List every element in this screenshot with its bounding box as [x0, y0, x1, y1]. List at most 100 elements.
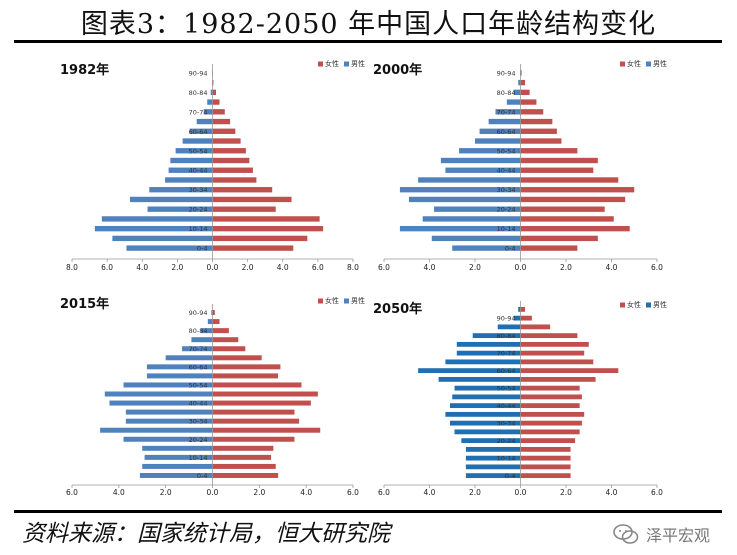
male-bar-10-14: [399, 225, 521, 232]
male-bar-55-59: [475, 138, 521, 144]
male-bar-55-59: [438, 376, 521, 382]
female-bar-15-19: [212, 216, 320, 222]
age-label-70-74: 70-74: [189, 345, 208, 353]
male-bar-50-54: [454, 385, 521, 391]
female-bar-10-14: [212, 454, 272, 460]
age-label-70-74: 70-74: [497, 108, 516, 116]
male-bar-10-14: [465, 455, 521, 461]
x-tick-label-1: 4.0: [424, 488, 436, 497]
female-bar-50-54: [212, 382, 302, 388]
x-tick-label-4: 0.0: [207, 263, 219, 272]
age-label-60-64: 60-64: [497, 128, 516, 136]
x-tick-label-3: 0.0: [207, 488, 219, 497]
female-bar-55-59: [520, 376, 596, 382]
chart-title: 1982年: [60, 62, 109, 78]
source-note: 资料来源：国家统计局，恒大研究院: [22, 521, 390, 547]
female-bar-35-39: [212, 409, 295, 415]
male-bar-80-84: [513, 89, 521, 96]
x-tick-label-1: 6.0: [101, 263, 113, 272]
age-label-50-54: 50-54: [189, 147, 208, 155]
age-label-90-94: 90-94: [189, 309, 208, 317]
female-bar-60-64: [520, 368, 619, 374]
age-label-30-34: 30-34: [189, 418, 208, 426]
male-bar-30-34: [449, 420, 521, 426]
male-bar-90-94: [513, 315, 521, 321]
female-bar-70-74: [520, 350, 585, 356]
x-tick-label-4: 2.0: [560, 488, 572, 497]
female-bar-0-4: [520, 245, 578, 251]
male-bar-55-59: [182, 138, 213, 144]
x-tick-label-7: 6.0: [312, 263, 324, 272]
age-label-70-74: 70-74: [497, 350, 516, 358]
legend-male-swatch: [344, 298, 349, 304]
age-label-50-54: 50-54: [189, 381, 208, 389]
male-bar-40-44: [449, 403, 521, 409]
age-label-80-84: 80-84: [189, 327, 208, 335]
wechat-icon: [613, 524, 639, 544]
female-bar-20-24: [212, 436, 295, 442]
x-tick-label-3: 0.0: [515, 488, 527, 497]
male-bar-60-64: [418, 368, 521, 374]
female-bar-50-54: [212, 148, 246, 154]
female-bar-60-64: [212, 364, 281, 370]
age-label-10-14: 10-14: [497, 225, 516, 233]
legend-male-label: 男性: [653, 59, 667, 68]
female-bar-30-34: [520, 187, 635, 193]
male-bar-45-49: [170, 157, 213, 164]
female-bar-65-69: [212, 118, 231, 125]
age-label-80-84: 80-84: [497, 89, 516, 97]
age-label-20-24: 20-24: [189, 206, 208, 214]
pyramid-chart-1: 0-4 10-14 20-24 30-34 40-44 50-54 60-64 70-74 80…: [60, 59, 365, 272]
male-bar-90-94: [211, 310, 213, 316]
x-tick-label-3: 0.0: [515, 263, 527, 272]
female-bar-65-69: [212, 355, 262, 361]
male-bar-20-24: [123, 436, 213, 442]
male-bar-30-34: [149, 187, 213, 193]
male-bar-70-74: [495, 109, 521, 115]
female-bar-15-19: [520, 216, 614, 222]
female-bar-10-14: [520, 225, 630, 232]
male-bar-30-34: [125, 418, 213, 424]
male-bar-85-89: [207, 319, 213, 325]
x-tick-label-6: 6.0: [651, 488, 663, 497]
female-bar-50-54: [520, 148, 578, 154]
female-bar-60-64: [212, 128, 236, 134]
watermark-logo: 泽平宏观: [612, 522, 710, 546]
chart-title: 2015年: [60, 296, 109, 312]
male-bar-65-69: [196, 118, 213, 125]
female-bar-5-9: [212, 463, 276, 469]
age-label-0-4: 0-4: [505, 472, 516, 480]
main-title: 图表3：1982-2050 年中国人口年龄结构变化: [80, 9, 657, 40]
age-label-50-54: 50-54: [497, 385, 516, 393]
legend-female-label: 女性: [325, 296, 339, 305]
age-label-30-34: 30-34: [189, 186, 208, 194]
chart-title: 2000年: [373, 62, 422, 78]
male-bar-5-9: [465, 464, 521, 470]
female-bar-30-34: [212, 418, 300, 424]
female-bar-35-39: [212, 177, 257, 183]
female-bar-90-94: [520, 70, 522, 76]
legend-male-label: 男性: [351, 296, 365, 305]
female-bar-70-74: [520, 109, 544, 115]
female-bar-0-4: [212, 472, 279, 478]
legend-male-swatch: [344, 61, 349, 67]
pyramid-chart-2: 0-4 10-14 20-24 30-34 40-44 50-54 60-64 70-74 80…: [373, 59, 667, 272]
legend-male-label: 男性: [351, 59, 365, 68]
age-label-30-34: 30-34: [497, 186, 516, 194]
female-bar-70-74: [212, 109, 225, 115]
female-bar-20-24: [520, 206, 605, 212]
x-tick-label-6: 4.0: [277, 263, 289, 272]
male-bar-65-69: [445, 359, 521, 365]
female-bar-20-24: [212, 206, 276, 212]
legend-female-label: 女性: [627, 300, 641, 309]
chart-title: 2050年: [373, 301, 422, 317]
x-tick-label-0: 6.0: [378, 488, 390, 497]
male-bar-55-59: [146, 373, 213, 379]
legend-male-swatch: [646, 61, 651, 67]
male-bar-30-34: [399, 187, 521, 193]
male-bar-0-4: [465, 473, 521, 479]
x-tick-label-0: 6.0: [378, 263, 390, 272]
female-bar-95+: [520, 306, 526, 312]
female-bar-15-19: [212, 445, 274, 451]
male-bar-5-9: [112, 235, 213, 242]
